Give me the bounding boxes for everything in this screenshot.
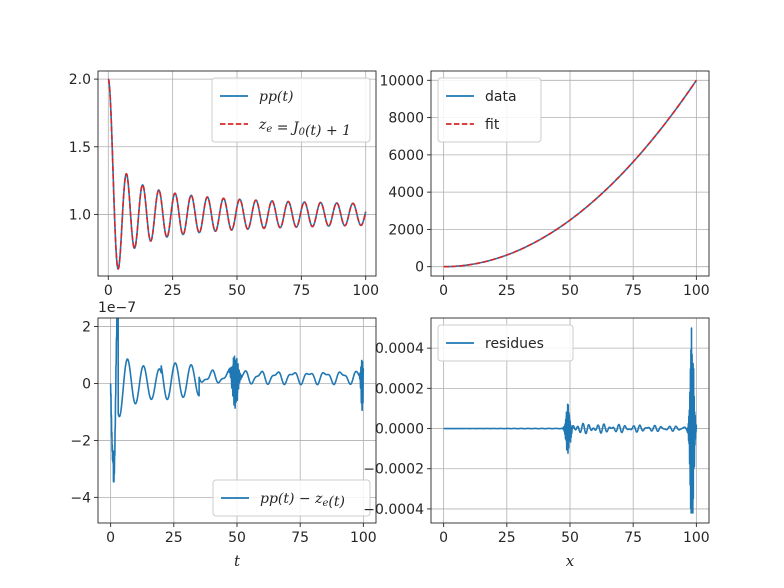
- x-tick-label: 0: [439, 283, 448, 299]
- legend: pp(t) ze = J0(t) + 1: [211, 77, 371, 143]
- x-tick-label: 50: [228, 530, 246, 546]
- x-tick-label: 75: [624, 530, 642, 546]
- legend: residues: [437, 324, 574, 362]
- x-tick-label: 100: [683, 530, 710, 546]
- x-tick-label: 100: [683, 283, 710, 299]
- y-offset-label: 1e−7: [98, 300, 136, 316]
- y-tick-label: 1.5: [69, 140, 91, 156]
- legend-label: residues: [485, 336, 544, 352]
- legend-box: [212, 479, 371, 517]
- series-line-2: [107, 78, 367, 270]
- y-tick-label: −0.0002: [363, 462, 424, 478]
- ticks: 0 25 50 75 100 1.0 1.5 2.0: [69, 72, 379, 299]
- x-tick-label: 50: [228, 283, 246, 299]
- legend-box: [211, 77, 371, 143]
- subplot-bottom-right: 0 25 50 75 100 −0.0004 −0.0002 0.0000 0.0002 0.00…: [363, 317, 710, 570]
- x-axis-label: t: [234, 552, 241, 570]
- y-tick-label: 10000: [379, 73, 424, 89]
- legend: pp(t) − ze(t): [212, 479, 371, 517]
- y-tick-label: 6000: [388, 148, 424, 164]
- subplots: 0 25 50 75 100 1.0 1.5 2.0 pp(t) ze = J0(t) + 1 0 2…: [69, 70, 710, 570]
- x-tick-label: 0: [104, 283, 113, 299]
- y-tick-label: 0.0004: [375, 341, 424, 357]
- y-tick-label: −2: [70, 433, 91, 449]
- legend-label: data: [485, 89, 517, 105]
- series-line-1: [109, 318, 365, 483]
- x-tick-label: 0: [439, 530, 448, 546]
- y-tick-label: −4: [70, 490, 91, 506]
- y-tick-label: 1.0: [69, 207, 91, 223]
- y-tick-label: 0: [415, 260, 424, 276]
- legend-label: pp(t): [259, 89, 293, 105]
- x-tick-label: 25: [498, 283, 516, 299]
- series-group: [107, 78, 367, 270]
- subplot-top-left: 0 25 50 75 100 1.0 1.5 2.0 pp(t) ze = J0(t) + 1: [69, 70, 379, 299]
- x-tick-label: 0: [106, 530, 115, 546]
- y-tick-label: 0.0000: [375, 422, 424, 438]
- x-tick-label: 100: [352, 283, 379, 299]
- y-tick-label: 0.0002: [375, 381, 424, 397]
- x-tick-label: 100: [350, 530, 377, 546]
- series-group: [442, 327, 698, 514]
- x-tick-label: 25: [165, 530, 183, 546]
- legend-label: ze = J0(t) + 1: [258, 117, 351, 139]
- y-tick-label: 8000: [388, 111, 424, 127]
- x-tick-label: 25: [498, 530, 516, 546]
- x-tick-label: 25: [164, 283, 182, 299]
- subplot-bottom-left: 0 25 50 75 100 −4 −2 0 2 1e−7 t pp(t) − ze(t): [70, 300, 376, 570]
- x-tick-label: 75: [624, 283, 642, 299]
- ticks: 0 25 50 75 100 0 2000 4000 6000 8000 10000: [379, 73, 709, 299]
- y-tick-label: 2: [82, 320, 91, 336]
- legend-box: [437, 324, 574, 362]
- series-line-1: [442, 327, 698, 514]
- y-tick-label: 2000: [388, 222, 424, 238]
- legend-label: pp(t) − ze(t): [260, 491, 345, 510]
- legend-label: fit: [485, 117, 500, 133]
- series-group: [109, 318, 365, 483]
- legend: data fit: [437, 77, 542, 143]
- subplot-top-right: 0 25 50 75 100 0 2000 4000 6000 8000 10000 data fit: [379, 70, 710, 299]
- ticks: 0 25 50 75 100 −0.0004 −0.0002 0.0000 0.0002 0.00…: [363, 341, 709, 546]
- legend-box: [437, 77, 542, 143]
- x-tick-label: 50: [561, 530, 579, 546]
- x-tick-label: 75: [291, 530, 309, 546]
- x-axis-label: x: [566, 552, 575, 570]
- series-line-2: [443, 79, 698, 268]
- x-tick-label: 75: [292, 283, 310, 299]
- y-tick-label: −0.0004: [363, 502, 424, 518]
- y-tick-label: 0: [82, 376, 91, 392]
- y-tick-label: 2.0: [69, 72, 91, 88]
- x-tick-label: 50: [561, 283, 579, 299]
- y-tick-label: 4000: [388, 185, 424, 201]
- ticks: 0 25 50 75 100 −4 −2 0 2: [70, 320, 376, 546]
- series-group: [443, 79, 698, 268]
